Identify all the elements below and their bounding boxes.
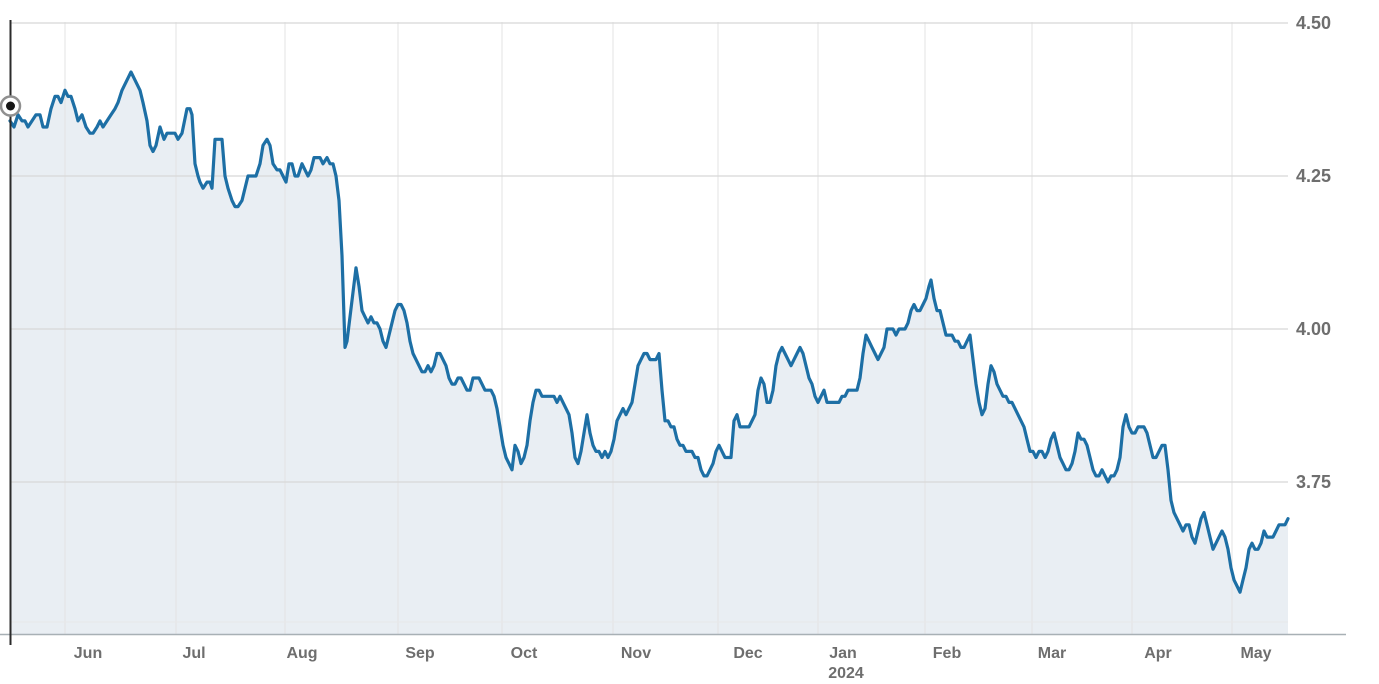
- y-axis-labels: 4.50 4.25 4.00 3.75: [1296, 13, 1331, 492]
- x-tick-label-aug: Aug: [286, 645, 317, 662]
- price-line[interactable]: [8, 70, 1290, 594]
- drag-handle-marker-dot[interactable]: [6, 101, 15, 111]
- x-axis-labels: Jun Jul Aug Sep Oct Nov Dec Jan Feb Mar …: [74, 645, 1272, 682]
- chart-layers: [0, 20, 1346, 645]
- x-tick-label-jun: Jun: [74, 645, 102, 662]
- x-tick-label-nov: Nov: [621, 645, 651, 662]
- x-tick-label-oct: Oct: [511, 645, 538, 662]
- x-tick-label-mar: Mar: [1038, 645, 1066, 662]
- x-tick-label-apr: Apr: [1144, 645, 1172, 662]
- x-tick-label-sep: Sep: [405, 645, 435, 662]
- x-tick-label-dec: Dec: [733, 645, 762, 662]
- x-tick-label-jul: Jul: [182, 645, 205, 662]
- y-tick-label: 3.75: [1296, 472, 1331, 492]
- x-tick-label-feb: Feb: [933, 645, 962, 662]
- y-tick-label: 4.00: [1296, 319, 1331, 339]
- x-tick-label-may: May: [1240, 645, 1271, 662]
- x-axis-year-label: 2024: [828, 665, 864, 682]
- y-tick-label: 4.50: [1296, 13, 1331, 33]
- x-tick-label-jan: Jan: [829, 645, 857, 662]
- area-fill: [10, 72, 1288, 634]
- y-tick-label: 4.25: [1296, 166, 1331, 186]
